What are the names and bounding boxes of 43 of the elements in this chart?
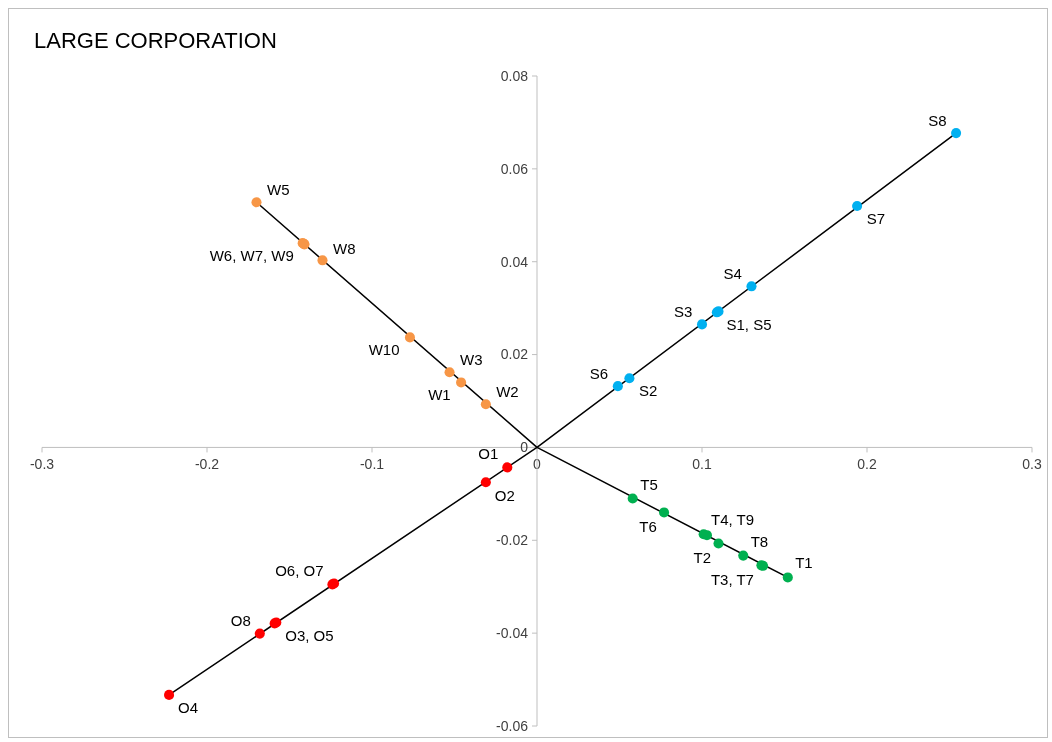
data-label: W1 [428, 385, 451, 403]
x-tick-label: -0.3 [29, 456, 55, 473]
data-label: W3 [459, 351, 483, 369]
data-label: S1, S5 [726, 316, 772, 334]
data-label: W8 [333, 239, 356, 257]
data-label: S8 [928, 111, 947, 129]
data-label: T8 [750, 532, 769, 550]
x-tick-label: -0.1 [359, 456, 385, 473]
y-tick-label: -0.06 [496, 717, 529, 734]
y-tick-label: 0.02 [500, 346, 529, 363]
y-tick-label: 0.04 [500, 253, 529, 270]
data-label: W5 [267, 181, 290, 199]
data-label: S7 [866, 210, 886, 228]
x-tick-label: 0 [533, 456, 542, 473]
data-label: S3 [674, 302, 693, 320]
data-label: T5 [640, 475, 658, 493]
data-label: O4 [177, 699, 198, 717]
y-tick-label: -0.02 [496, 532, 529, 549]
data-label: O8 [230, 611, 251, 629]
y-tick-label: 0.08 [500, 67, 529, 84]
chart-title: LARGE CORPORATION [34, 28, 277, 53]
y-tick-label: 0.06 [500, 160, 529, 177]
data-label: T1 [795, 554, 813, 572]
data-label: S2 [638, 382, 658, 400]
x-tick-label: 0.2 [857, 456, 877, 473]
data-label: W2 [496, 383, 519, 401]
data-label: O2 [494, 486, 515, 504]
x-tick-label: -0.2 [194, 456, 220, 473]
x-tick-label: 0.3 [1022, 456, 1042, 473]
data-label: T6 [639, 517, 657, 535]
data-label: T3, T7 [710, 570, 754, 588]
x-tick-label: 0.1 [692, 456, 712, 473]
data-label: O6, O7 [275, 562, 324, 580]
data-label: S6 [589, 364, 609, 382]
data-label: T4, T9 [711, 511, 755, 529]
y-tick-label: -0.04 [496, 625, 529, 642]
data-label: T2 [693, 548, 712, 566]
data-label: W6, W7, W9 [209, 247, 294, 265]
y-tick-label: 0 [520, 439, 529, 456]
data-label: S4 [723, 264, 742, 282]
data-label: O1 [478, 445, 499, 463]
data-label: O3, O5 [285, 627, 334, 644]
data-label: W10 [368, 340, 400, 358]
